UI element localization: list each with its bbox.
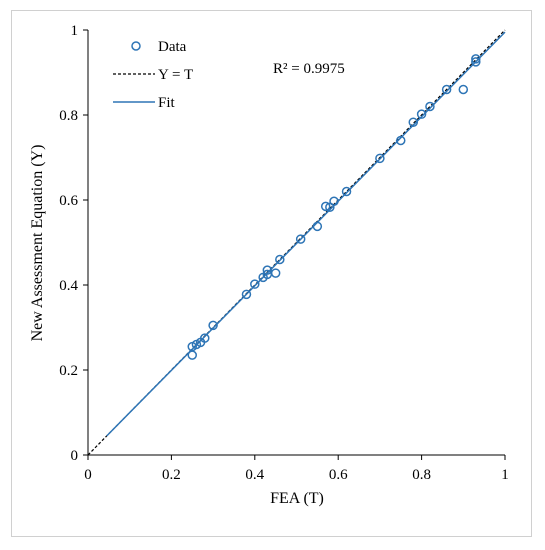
y-tick-label: 0 — [71, 448, 79, 464]
y-tick-label: 0.4 — [59, 278, 78, 294]
data-point — [471, 54, 481, 64]
data-point — [408, 117, 419, 127]
y-tick-label: 0.2 — [59, 363, 78, 379]
data-point — [241, 289, 252, 300]
data-point — [471, 57, 481, 67]
x-tick-label: 0.4 — [245, 467, 264, 483]
data-point — [396, 135, 406, 146]
data-point — [208, 320, 218, 331]
x-axis-title: FEA (T) — [270, 490, 324, 507]
r-squared-annotation: R² = 0.9975 — [273, 61, 345, 77]
data-point — [275, 254, 285, 265]
legend-reference-label: Y = T — [158, 67, 193, 83]
data-point — [425, 101, 435, 112]
data-point — [200, 333, 210, 343]
axes — [83, 29, 506, 460]
y-axis-title: New Assessment Equation (Y) — [29, 145, 46, 342]
data-marks — [87, 29, 506, 456]
data-point — [329, 196, 339, 207]
x-tick-label: 0 — [84, 467, 92, 483]
legend: Data Y = T Fit — [113, 39, 193, 111]
legend-data-marker — [131, 41, 141, 51]
x-tick-label: 0.6 — [329, 467, 348, 483]
x-tick-label: 1 — [501, 467, 509, 483]
tick-labels: 0 0.2 0.4 0.6 0.8 1 0 0.2 0.4 0.6 0.8 1 — [59, 23, 509, 483]
legend-fit-label: Fit — [158, 95, 176, 111]
data-point — [341, 186, 352, 197]
x-tick-label: 0.8 — [412, 467, 431, 483]
y-tick-label: 1 — [71, 23, 79, 39]
data-point — [416, 109, 427, 119]
data-point — [458, 84, 469, 95]
data-point — [375, 153, 385, 164]
data-point — [270, 268, 281, 278]
fit-line — [106, 31, 506, 437]
data-point — [312, 221, 323, 232]
y-tick-label: 0.6 — [59, 193, 78, 209]
data-point — [441, 84, 452, 95]
legend-data-label: Data — [158, 39, 187, 55]
data-point — [250, 279, 260, 289]
y-tick-label: 0.8 — [59, 108, 78, 124]
data-point — [295, 234, 306, 244]
data-point — [187, 350, 197, 360]
x-tick-label: 0.2 — [162, 467, 181, 483]
chart-frame — [11, 10, 532, 537]
data-point — [320, 201, 331, 212]
data-point — [262, 265, 273, 275]
